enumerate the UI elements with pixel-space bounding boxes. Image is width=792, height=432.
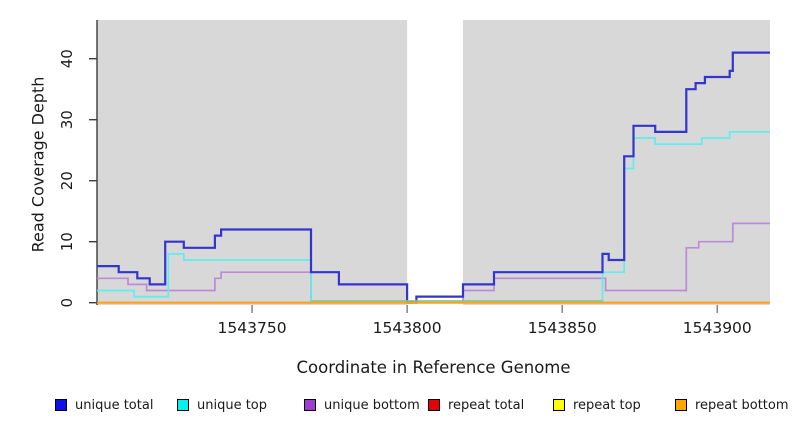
legend-label: unique bottom [324, 397, 420, 413]
legend-item: repeat total [428, 396, 524, 414]
x-tick-label: 1543800 [373, 319, 442, 337]
legend-item: unique bottom [304, 396, 420, 414]
masked-region [407, 20, 463, 305]
legend-label: repeat top [573, 397, 641, 413]
series-unique-total-line [97, 51, 770, 304]
y-tick-label: 20 [58, 171, 76, 190]
x-tick-label: 1543900 [683, 319, 752, 337]
legend-item: unique total [55, 396, 153, 414]
x-tick-label: 1543750 [218, 319, 287, 337]
x-axis-title: Coordinate in Reference Genome [296, 358, 571, 377]
y-axis-title: Read Coverage Depth [28, 76, 48, 253]
legend-label: repeat bottom [695, 397, 789, 413]
x-tick-label: 1543850 [528, 319, 597, 337]
legend-label: unique top [197, 397, 268, 413]
legend-label: unique total [75, 397, 154, 413]
legend-item: unique top [177, 396, 267, 414]
repeat-top-swatch-icon [553, 399, 565, 411]
repeat-total-swatch-icon [428, 399, 440, 411]
legend: unique total unique top unique bottom re… [0, 396, 792, 418]
y-tick-label: 0 [58, 298, 76, 308]
unique-top-swatch-icon [177, 399, 189, 411]
series-unique-top-line [97, 131, 770, 304]
coverage-plot: 0 10 20 30 40 1543750 1543800 1543850 1543900 [58, 20, 770, 337]
legend-item: repeat bottom [675, 396, 789, 414]
legend-item: repeat top [553, 396, 641, 414]
y-tick-label: 10 [58, 232, 76, 251]
y-tick-label: 30 [58, 110, 76, 129]
unique-total-swatch-icon [55, 399, 67, 411]
y-tick-label: 40 [58, 49, 76, 68]
legend-label: repeat total [448, 397, 525, 413]
repeat-bottom-swatch-icon [675, 399, 687, 411]
unique-bottom-swatch-icon [304, 399, 316, 411]
